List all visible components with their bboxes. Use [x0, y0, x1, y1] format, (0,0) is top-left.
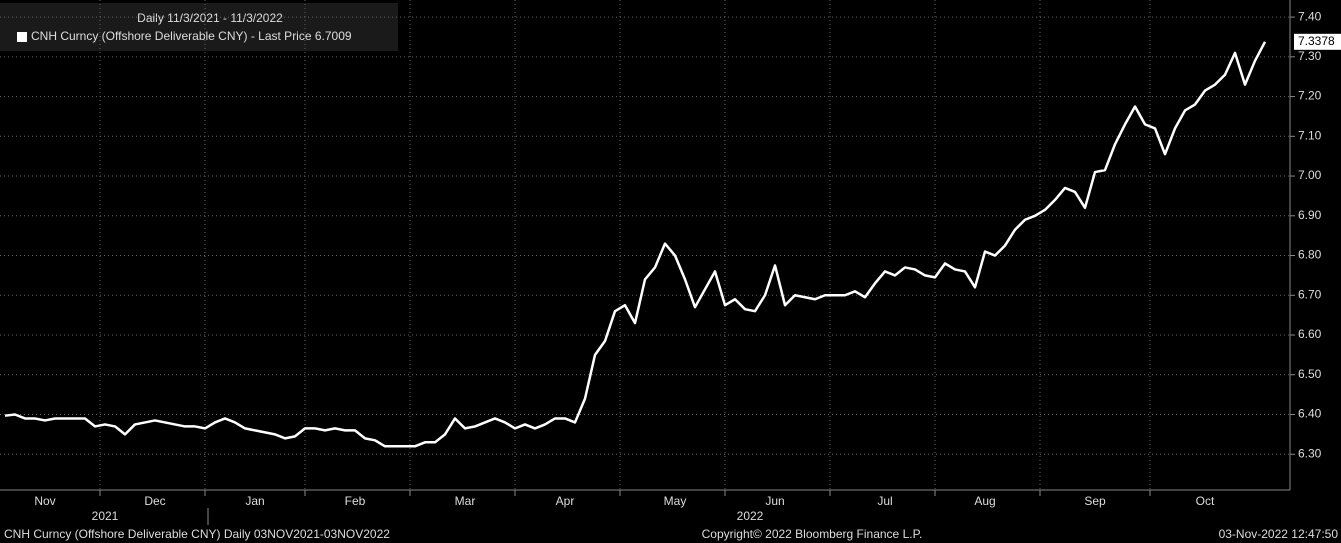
x-tick-label: Aug [974, 494, 995, 508]
footer-right: 03-Nov-2022 12:47:50 [1219, 527, 1339, 541]
x-tick-label: Jun [765, 494, 784, 508]
footer-left: CNH Curncy (Offshore Deliverable CNY) Da… [4, 527, 390, 541]
legend-label: CNH Curncy (Offshore Deliverable CNY) - … [31, 29, 352, 43]
footer-center: Copyright© 2022 Bloomberg Finance L.P. [702, 527, 923, 541]
price-line [4, 41, 1267, 448]
x-tick-label: Jan [245, 494, 264, 508]
x-tick-label: Feb [345, 494, 366, 508]
y-tick-label: 7.40 [1298, 9, 1322, 23]
y-tick-label: 6.80 [1298, 248, 1322, 262]
legend-swatch [17, 32, 27, 42]
y-tick-label: 6.40 [1298, 407, 1322, 421]
y-tick-label: 6.50 [1298, 367, 1322, 381]
year-label: 2022 [737, 509, 764, 523]
y-tick-label: 7.30 [1298, 49, 1322, 63]
y-tick-label: 6.60 [1298, 327, 1322, 341]
x-tick-label: Jul [877, 494, 892, 508]
x-tick-label: Mar [455, 494, 476, 508]
y-tick-label: 6.70 [1298, 287, 1322, 301]
y-tick-label: 6.90 [1298, 208, 1322, 222]
y-tick-label: 6.30 [1298, 446, 1322, 460]
x-tick-label: Nov [34, 494, 55, 508]
x-tick-label: Dec [144, 494, 165, 508]
x-tick-label: Apr [556, 494, 575, 508]
year-label: 2021 [92, 509, 119, 523]
legend-box [0, 3, 398, 51]
chart-title: Daily 11/3/2021 - 11/3/2022 [137, 11, 283, 25]
last-price-label: 7.3378 [1298, 34, 1335, 48]
y-tick-label: 7.10 [1298, 128, 1322, 142]
y-tick-label: 7.00 [1298, 168, 1322, 182]
last-price-box [1294, 33, 1341, 50]
x-tick-label: May [664, 494, 687, 508]
x-tick-label: Sep [1084, 494, 1106, 508]
x-tick-label: Oct [1196, 494, 1215, 508]
y-tick-label: 7.20 [1298, 89, 1322, 103]
